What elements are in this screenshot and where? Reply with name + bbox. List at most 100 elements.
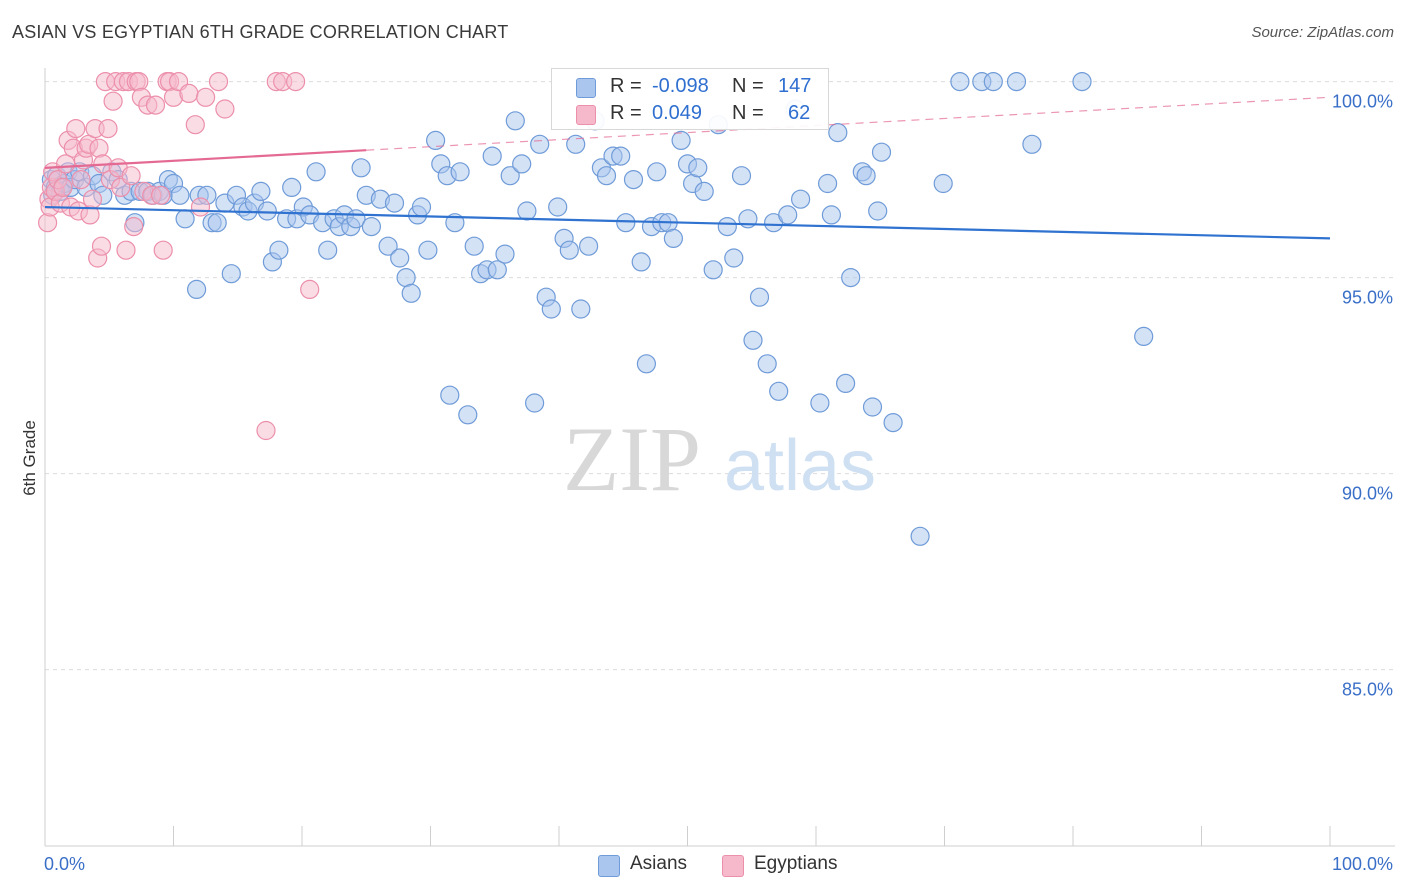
asian-point — [883, 413, 903, 433]
egyptian-point — [37, 213, 58, 233]
asian-point — [440, 385, 460, 405]
egyptian-point — [82, 189, 103, 209]
asians-trend-line — [44, 205, 1331, 240]
asian-point — [868, 201, 888, 221]
asian-point — [175, 209, 195, 229]
asian-point — [170, 185, 190, 205]
egyptian-point — [286, 71, 306, 92]
egyptian-point — [91, 236, 112, 256]
asian-point — [524, 393, 545, 413]
asian-point — [663, 228, 684, 248]
asian-point — [318, 240, 338, 260]
x-tick-label: 100.0% — [1332, 854, 1393, 874]
egyptian-point — [66, 119, 86, 139]
asian-point — [778, 205, 798, 225]
asian-point — [769, 381, 789, 401]
y-tick-label: 100.0% — [1332, 92, 1393, 112]
asian-point — [257, 201, 277, 221]
asian-point — [688, 158, 708, 178]
axis-layer: 100.0% 95.0% 90.0% 85.0% 0.0% 100.0% — [44, 68, 1395, 874]
asian-point — [757, 354, 777, 374]
asian-point — [862, 397, 883, 417]
asian-point — [401, 283, 421, 303]
legend-r-value-egyptians: 0.049 — [652, 102, 703, 124]
watermark: ZIP atlas — [563, 408, 876, 510]
series-label-egyptians: Egyptians — [754, 853, 838, 874]
asian-point — [856, 166, 876, 186]
asian-point — [282, 177, 302, 197]
egyptian-point — [98, 119, 118, 139]
asian-point — [717, 217, 737, 237]
asian-point — [450, 162, 470, 182]
egyptian-point — [121, 166, 141, 186]
asian-point — [841, 268, 861, 288]
egyptian-point — [116, 240, 136, 260]
egyptians-trend-extension — [366, 96, 1331, 151]
asian-point — [817, 173, 838, 194]
legend-swatch-egyptians — [576, 105, 596, 125]
asian-point — [487, 260, 507, 280]
asian-point — [828, 123, 848, 143]
asian-point — [251, 181, 271, 201]
stats-legend: R = -0.098 N = 147 R = 0.049 N = 62 — [551, 68, 829, 130]
asian-point — [411, 197, 432, 217]
asian-point — [221, 264, 241, 284]
asian-point — [611, 146, 631, 166]
egyptian-point — [300, 279, 320, 299]
asian-point — [1134, 326, 1154, 346]
asian-point — [571, 299, 591, 319]
egyptian-point — [124, 217, 144, 237]
egyptian-point — [196, 87, 216, 107]
asian-point — [749, 287, 770, 307]
y-tick-label: 95.0% — [1342, 288, 1393, 308]
asian-point — [269, 240, 289, 260]
egyptian-point — [185, 115, 205, 135]
asian-point — [187, 279, 207, 299]
asian-point — [731, 166, 752, 186]
asian-point — [495, 244, 515, 264]
asian-point — [578, 236, 599, 256]
egyptian-point — [103, 91, 123, 111]
legend-r-value-asians: -0.098 — [652, 75, 709, 97]
asian-point — [530, 134, 550, 154]
legend-n-value-egyptians: 62 — [788, 102, 811, 124]
asian-point — [548, 197, 568, 217]
asian-point — [207, 213, 227, 233]
asian-point — [361, 217, 381, 237]
egyptian-point — [129, 71, 149, 92]
asian-point — [616, 213, 636, 233]
series-label-asians: Asians — [630, 853, 688, 874]
asian-point — [790, 189, 811, 209]
legend-n-label: N = — [732, 75, 764, 97]
asian-point — [623, 170, 644, 190]
asian-point — [458, 405, 478, 425]
series-swatch-asians — [598, 855, 620, 877]
asian-point — [390, 248, 410, 268]
egyptian-point — [179, 83, 199, 104]
watermark-atlas: atlas — [724, 426, 876, 506]
asian-point — [566, 134, 586, 154]
asian-point — [505, 111, 525, 131]
egyptian-point — [153, 240, 173, 260]
asian-point — [647, 162, 667, 182]
asian-point — [950, 71, 970, 92]
points-layer — [37, 71, 1154, 546]
asian-point — [910, 526, 930, 546]
asian-point — [482, 146, 502, 166]
legend-r-label: R = — [610, 102, 642, 124]
asian-point — [559, 240, 579, 260]
egyptians-trend-line — [44, 149, 367, 169]
trend-layer — [44, 96, 1331, 240]
grid-layer — [45, 81, 1395, 671]
egyptian-point — [55, 154, 76, 174]
asian-point — [500, 166, 520, 186]
egyptian-point — [151, 185, 171, 205]
asian-point — [636, 354, 657, 374]
asian-point — [703, 260, 723, 280]
asian-point — [835, 373, 856, 393]
asian-point — [464, 236, 484, 256]
legend-n-value-asians: 147 — [778, 75, 812, 97]
egyptian-point — [256, 420, 276, 441]
legend-r-label: R = — [610, 75, 642, 97]
asian-point — [517, 201, 537, 221]
